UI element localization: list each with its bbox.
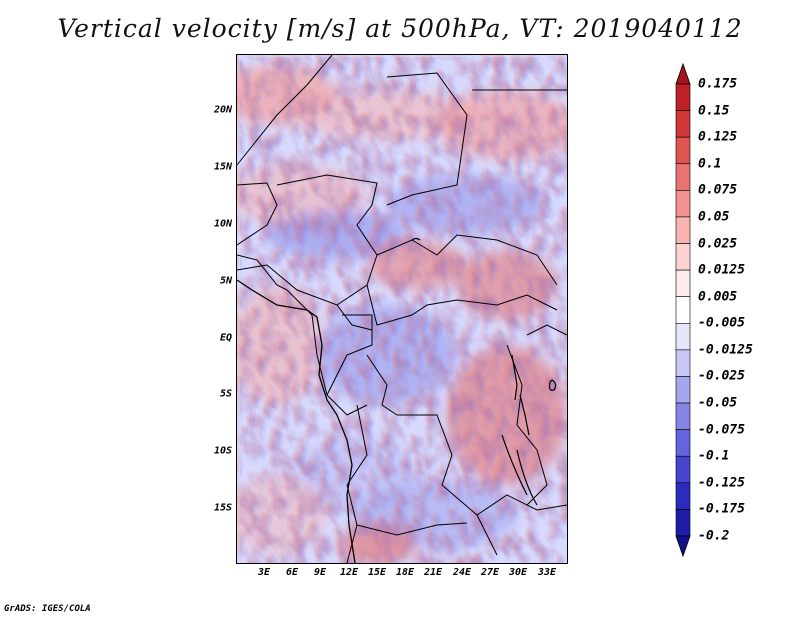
colorbar-tick-label: -0.05 xyxy=(698,395,738,411)
lon-tick-label: 18E xyxy=(395,567,415,578)
colorbar-swatch xyxy=(675,163,691,191)
lat-tick-label: EQ xyxy=(219,332,232,344)
lon-tick-label: 27E xyxy=(480,567,500,578)
colorbar-tick-label: 0.125 xyxy=(698,129,738,145)
colorbar-swatch xyxy=(675,83,691,111)
colorbar-tick-label: 0.025 xyxy=(698,236,738,252)
colorbar-tick-label: -0.1 xyxy=(698,448,730,464)
lon-tick-label: 24E xyxy=(452,567,472,578)
coastline xyxy=(237,279,356,563)
colorbar-swatch xyxy=(675,269,691,298)
colorbar-swatch xyxy=(675,296,691,324)
colorbar-tick-label: -0.175 xyxy=(698,501,745,517)
colorbar-tick-label: 0.15 xyxy=(698,103,730,119)
colorbar-swatch xyxy=(675,110,691,138)
colorbar-bottom-arrow xyxy=(675,535,691,558)
colorbar-tick-label: 0.075 xyxy=(698,182,738,198)
lon-tick-label: 6E xyxy=(285,567,299,578)
colorbar-tick-label: 0.05 xyxy=(698,209,730,225)
lat-tick-label: 15N xyxy=(213,161,232,173)
lon-tick-label: 30E xyxy=(508,567,528,578)
colorbar-tick-label: 0.0125 xyxy=(698,262,745,278)
colorbar-tick-label: 0.005 xyxy=(698,289,738,305)
colorbar-tick-label: 0.175 xyxy=(698,76,738,92)
colorbar-swatch xyxy=(675,349,691,377)
colorbar-swatch xyxy=(675,455,691,484)
colorbar-swatch xyxy=(675,429,691,457)
lat-tick-label: 15S xyxy=(213,502,232,514)
velocity-field xyxy=(237,55,567,563)
lat-tick-label: 10S xyxy=(213,445,232,457)
field-speckle-blue xyxy=(240,57,567,563)
colorbar-swatch xyxy=(675,322,691,351)
colorbar-swatch xyxy=(675,376,691,404)
colorbar-tick-label: -0.025 xyxy=(698,368,745,384)
colorbar-tick-label: -0.2 xyxy=(698,528,730,544)
colorbar-swatch xyxy=(675,190,691,218)
lat-tick-label: 20N xyxy=(213,104,232,116)
lon-tick-label: 15E xyxy=(367,567,387,578)
lat-tick-label: 10N xyxy=(213,218,232,230)
colorbar-tick-label: 0.1 xyxy=(698,156,722,172)
colorbar-tick-label: -0.0125 xyxy=(698,342,753,358)
colorbar-scale xyxy=(675,62,691,558)
lon-tick-label: 21E xyxy=(423,567,443,578)
colorbar-tick-label: -0.005 xyxy=(698,315,745,331)
country-borders xyxy=(237,55,567,563)
lon-tick-label: 33E xyxy=(537,567,557,578)
colorbar-tick-label: -0.125 xyxy=(698,475,745,491)
colorbar: 0.175 0.15 0.125 0.1 0.075 0.05 0.025 0.0125 0.0… xyxy=(670,60,790,560)
lakes xyxy=(411,237,557,506)
lon-tick-label: 12E xyxy=(339,567,359,578)
colorbar-swatch xyxy=(675,482,691,510)
lon-tick-label: 9E xyxy=(313,567,327,578)
colorbar-tick-label: -0.075 xyxy=(698,422,745,438)
colorbar-swatch xyxy=(675,216,691,244)
colorbar-top-arrow xyxy=(675,62,691,85)
lat-tick-label: 5N xyxy=(219,275,232,287)
colorbar-swatch xyxy=(675,136,691,165)
colorbar-swatch xyxy=(675,243,691,271)
colorbar-swatch xyxy=(675,402,691,430)
colorbar-swatch xyxy=(675,509,691,537)
footer-credit: GrADS: IGES/COLA xyxy=(4,604,91,614)
lon-tick-label: 3E xyxy=(257,567,271,578)
lat-tick-label: 5S xyxy=(219,388,232,400)
chart-title: Vertical velocity [m/s] at 500hPa, VT: 2… xyxy=(57,14,743,43)
velocity-map xyxy=(236,54,568,564)
